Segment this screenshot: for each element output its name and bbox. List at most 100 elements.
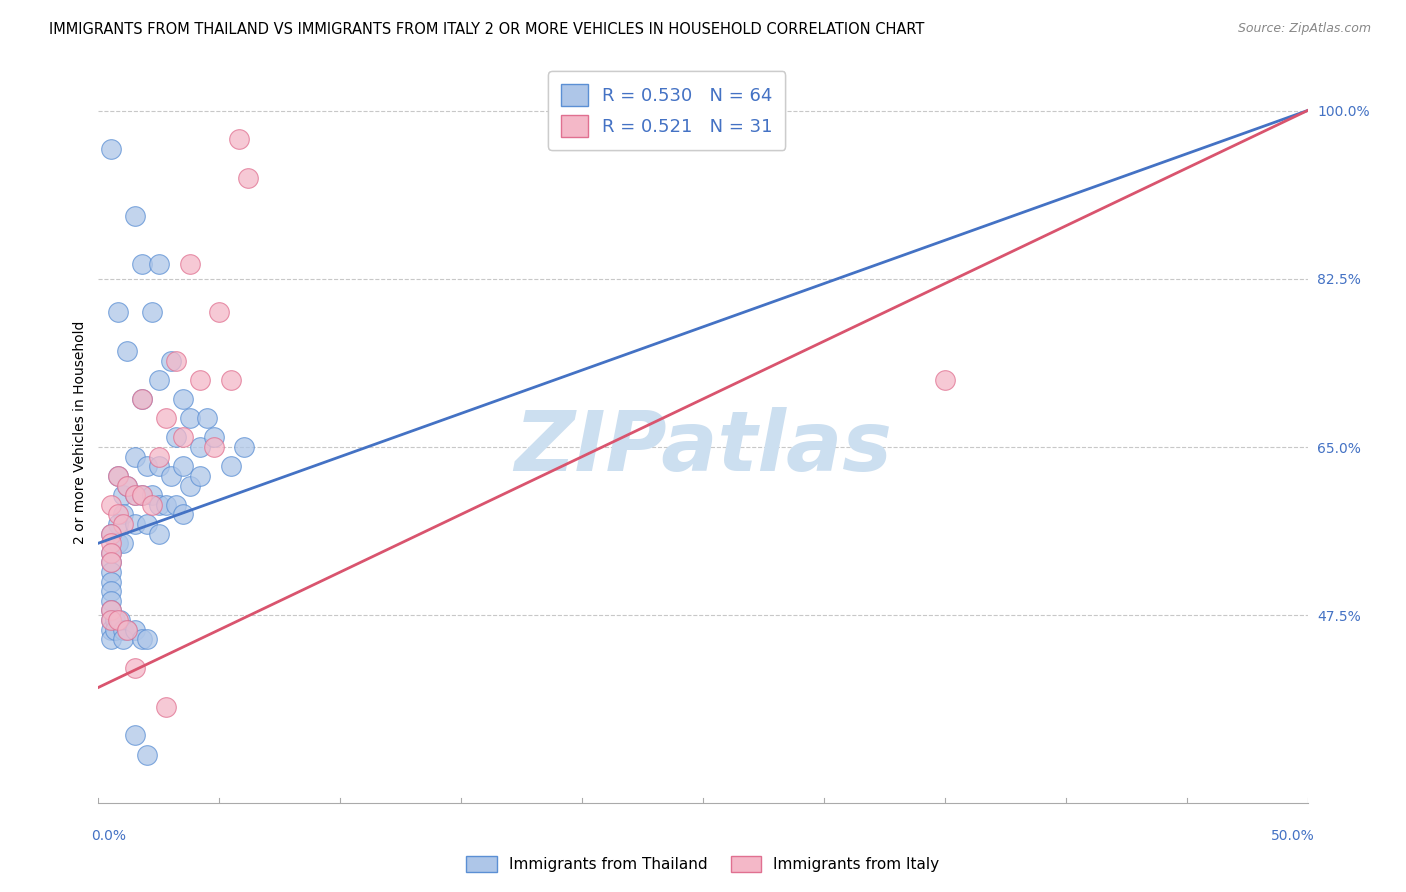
Point	[100, 584, 122, 599]
Point	[107, 508, 129, 522]
Point	[148, 257, 170, 271]
Text: 0.0%: 0.0%	[91, 829, 127, 843]
Point	[111, 623, 134, 637]
Point	[107, 613, 129, 627]
Point	[111, 508, 134, 522]
Point	[148, 498, 170, 512]
Point	[160, 469, 183, 483]
Point	[124, 729, 146, 743]
Point	[232, 440, 254, 454]
Point	[124, 516, 146, 531]
Point	[238, 170, 260, 185]
Point	[124, 450, 146, 464]
Point	[179, 478, 201, 492]
Point	[165, 498, 187, 512]
Point	[221, 373, 243, 387]
Point	[131, 392, 153, 406]
Point	[111, 488, 134, 502]
Point	[117, 343, 139, 358]
Point	[148, 459, 170, 474]
Point	[172, 459, 194, 474]
Point	[172, 430, 194, 444]
Point	[188, 373, 211, 387]
Point	[100, 546, 122, 560]
Point	[188, 440, 211, 454]
Point	[100, 546, 122, 560]
Point	[100, 556, 122, 570]
Point	[107, 305, 129, 319]
Point	[135, 459, 157, 474]
Text: ZIPatlas: ZIPatlas	[515, 407, 891, 488]
Point	[107, 469, 129, 483]
Point	[107, 536, 129, 550]
Point	[204, 440, 226, 454]
Point	[108, 613, 131, 627]
Point	[131, 257, 153, 271]
Point	[117, 478, 139, 492]
Point	[117, 623, 139, 637]
Point	[131, 632, 153, 647]
Point	[135, 632, 157, 647]
Point	[204, 430, 226, 444]
Point	[135, 516, 157, 531]
Point	[107, 469, 129, 483]
Point	[124, 488, 146, 502]
Point	[131, 488, 153, 502]
Point	[172, 392, 194, 406]
Point	[124, 661, 146, 675]
Point	[104, 613, 127, 627]
Point	[148, 450, 170, 464]
Point	[100, 603, 122, 617]
Point	[100, 526, 122, 541]
Y-axis label: 2 or more Vehicles in Household: 2 or more Vehicles in Household	[73, 321, 87, 544]
Point	[100, 526, 122, 541]
Point	[131, 392, 153, 406]
Point	[107, 516, 129, 531]
Point	[100, 536, 122, 550]
Legend: Immigrants from Thailand, Immigrants from Italy: Immigrants from Thailand, Immigrants fro…	[458, 848, 948, 880]
Text: 50.0%: 50.0%	[1271, 829, 1315, 843]
Point	[100, 574, 122, 589]
Point	[117, 478, 139, 492]
Point	[188, 469, 211, 483]
Point	[155, 411, 177, 425]
Point	[221, 459, 243, 474]
Point	[104, 623, 127, 637]
Point	[165, 353, 187, 368]
Point	[100, 632, 122, 647]
Point	[155, 498, 177, 512]
Text: IMMIGRANTS FROM THAILAND VS IMMIGRANTS FROM ITALY 2 OR MORE VEHICLES IN HOUSEHOL: IMMIGRANTS FROM THAILAND VS IMMIGRANTS F…	[49, 22, 925, 37]
Point	[100, 613, 122, 627]
Point	[155, 699, 177, 714]
Point	[934, 373, 956, 387]
Point	[172, 508, 194, 522]
Point	[195, 411, 218, 425]
Point	[160, 353, 183, 368]
Point	[117, 623, 139, 637]
Point	[100, 603, 122, 617]
Point	[111, 632, 134, 647]
Point	[141, 498, 163, 512]
Point	[100, 594, 122, 608]
Point	[100, 556, 122, 570]
Point	[135, 747, 157, 762]
Point	[100, 613, 122, 627]
Point	[100, 565, 122, 579]
Point	[124, 209, 146, 223]
Point	[111, 536, 134, 550]
Point	[131, 488, 153, 502]
Point	[124, 623, 146, 637]
Legend: R = 0.530   N = 64, R = 0.521   N = 31: R = 0.530 N = 64, R = 0.521 N = 31	[548, 71, 786, 150]
Text: Source: ZipAtlas.com: Source: ZipAtlas.com	[1237, 22, 1371, 36]
Point	[141, 488, 163, 502]
Point	[165, 430, 187, 444]
Point	[124, 488, 146, 502]
Point	[179, 411, 201, 425]
Point	[111, 516, 134, 531]
Point	[179, 257, 201, 271]
Point	[100, 498, 122, 512]
Point	[228, 132, 250, 146]
Point	[148, 373, 170, 387]
Point	[100, 142, 122, 156]
Point	[208, 305, 231, 319]
